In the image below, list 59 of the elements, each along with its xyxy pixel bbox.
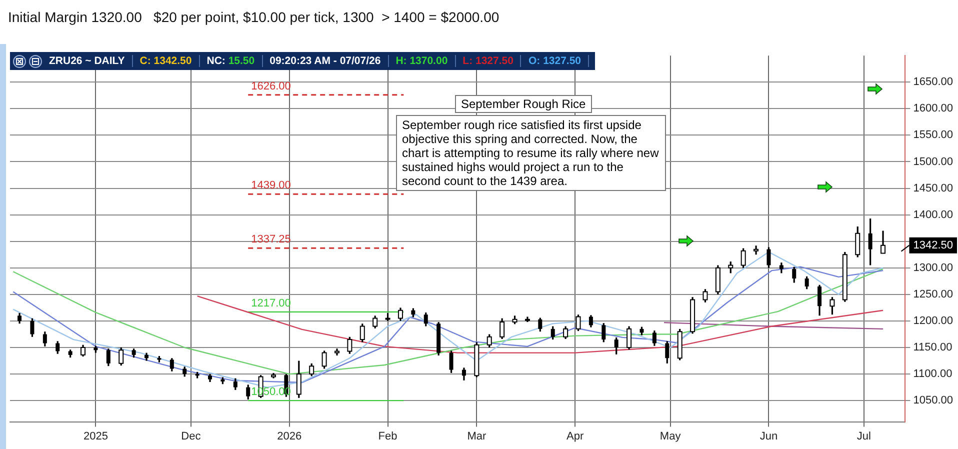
annotation: 1342.50 (913, 239, 954, 252)
x-tick-label: Jul (856, 430, 871, 442)
y-tick-label: 1100.00 (913, 368, 952, 380)
candlestick (868, 218, 872, 266)
chart-title: Initial Margin 1320.00 $20 per point, $10.00 per tick, 1300 > 1400 = $2000.00 (8, 9, 500, 25)
candlestick (602, 322, 606, 343)
y-tick-label: 1450.00 (913, 182, 954, 194)
candlestick (411, 307, 416, 318)
annotation: H: 1370.00 (396, 55, 448, 67)
candlestick (424, 312, 428, 328)
y-tick-label: 1400.00 (913, 208, 954, 221)
candlestick (449, 350, 454, 374)
annotation: O: 1327.50 (528, 55, 582, 67)
annotation: 09:20:23 AM - 07/07/26 (262, 55, 389, 67)
x-tick-label: Mar (467, 430, 486, 442)
y-tick-label: 1150.00 (913, 342, 952, 354)
x-tick-label: 2026 (277, 430, 302, 442)
x-tick-label: Jun (760, 430, 778, 442)
x-tick-label: Dec (181, 430, 202, 442)
candlestick (779, 262, 784, 274)
x-tick-label: May (660, 430, 682, 442)
candlestick (42, 330, 47, 348)
annotation: September rough rice satisfied its first upside objective this spring and corrected. Now, the chart is attempting to resume its rally where new sustained highs would project a run to the second count to the 1439 area. (396, 115, 666, 191)
y-tick-label: 1200.00 (913, 314, 954, 327)
candlestick (170, 357, 174, 372)
y-tick-label: 1550.00 (913, 129, 954, 142)
annotation: NC: 15.50 (206, 55, 255, 67)
candlestick (766, 246, 771, 269)
candlestick (30, 318, 34, 338)
candlestick (550, 325, 555, 340)
candlestick (132, 348, 136, 358)
annotation: L: 1327.50 (462, 55, 514, 67)
candlestick (462, 366, 466, 382)
y-tick-label: 1050.00 (913, 394, 954, 407)
x-tick-label: Apr (566, 430, 584, 442)
candlestick (665, 340, 670, 364)
y-tick-label: 1500.00 (913, 156, 954, 168)
candlestick (614, 336, 618, 356)
candlestick (804, 276, 809, 290)
candlestick (652, 330, 656, 347)
candlestick (538, 316, 542, 332)
candlestick (588, 314, 593, 328)
candlestick (182, 366, 187, 378)
y-tick-label: 1650.00 (913, 76, 954, 88)
candlestick (246, 384, 250, 400)
candlestick (818, 284, 822, 316)
candlestick (56, 340, 60, 355)
candlestick (106, 348, 110, 367)
candlestick (792, 266, 796, 284)
annotation: C: 1342.50 (140, 55, 192, 67)
x-tick-label: Feb (378, 430, 398, 442)
annotation: ZRU26 ~ DAILY (42, 55, 133, 67)
candlestick (233, 377, 238, 391)
y-tick-label: 1250.00 (913, 288, 954, 300)
candlestick (18, 312, 22, 324)
y-tick-label: 1300.00 (913, 262, 954, 274)
y-tick-label: 1600.00 (913, 102, 954, 115)
x-tick-label: 2025 (83, 430, 108, 442)
annotation: September Rough Rice (455, 95, 592, 113)
